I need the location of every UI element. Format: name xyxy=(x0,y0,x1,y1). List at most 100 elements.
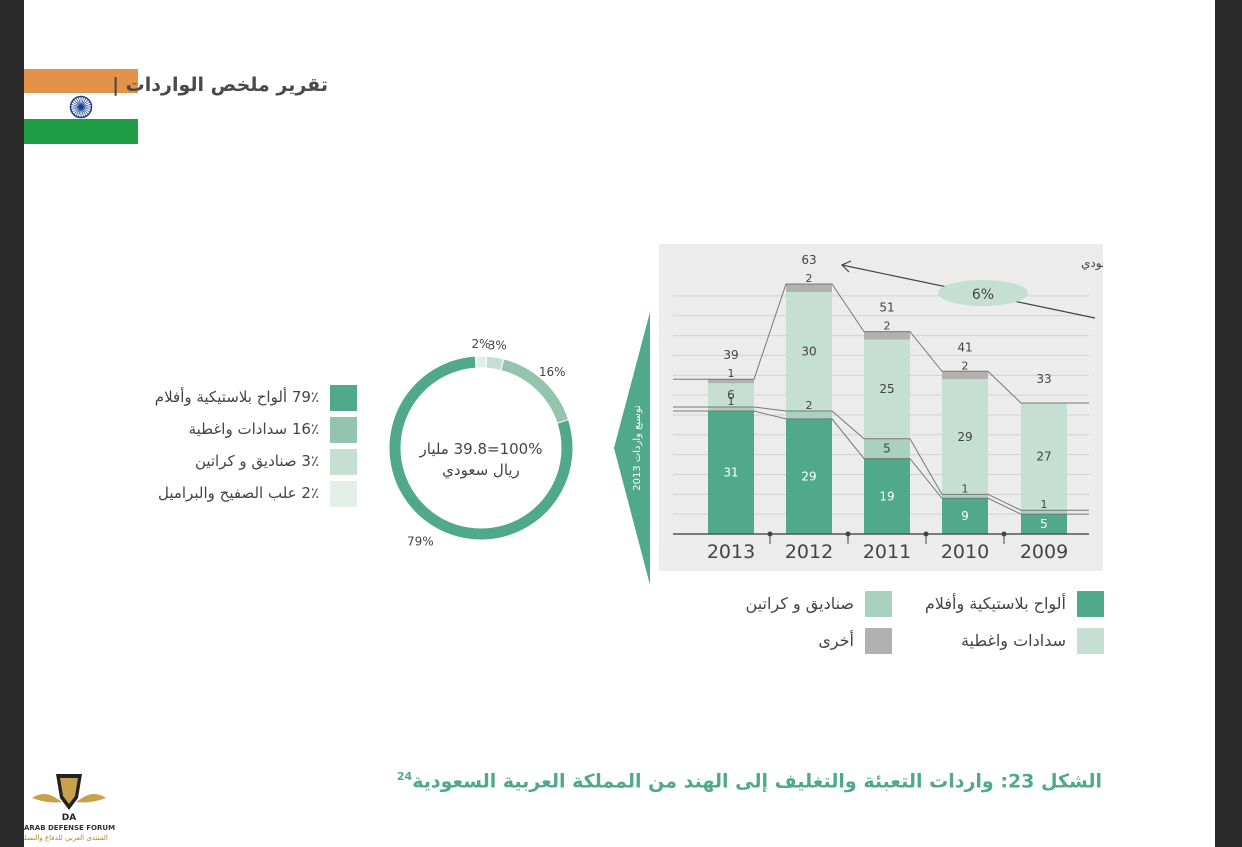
bar-segment xyxy=(708,383,754,408)
bar-segment-label: 19 xyxy=(879,489,894,503)
bar-segment-label: 1 xyxy=(962,482,969,495)
caption-footnote: 24 xyxy=(396,770,413,783)
bar-segment xyxy=(942,371,988,380)
bar-segment-label: 2 xyxy=(806,399,813,412)
donut-center-sublabel: ريال سعودي xyxy=(442,461,520,480)
donut-chart: 2%3% 16% 79% 100%=39.8 مليار ريال سعودي xyxy=(388,337,574,548)
bottom-legend-label: ألواح بلاستيكية وأفلام xyxy=(924,594,1066,613)
boxes-connector-line xyxy=(673,406,1089,511)
pie-legend-swatch xyxy=(330,385,357,411)
bar-segment xyxy=(864,331,910,340)
pie-legend-item: 79٪ ألواح بلاستيكية وأفلام xyxy=(141,385,357,411)
donut-slice-label: 79% xyxy=(407,534,434,548)
bar-segment xyxy=(942,494,988,499)
bottom-legend-label: سدادات واغطية xyxy=(960,631,1066,650)
bottom-legend-swatch xyxy=(865,591,892,617)
pie-legend-swatch xyxy=(330,449,357,475)
bar-total-label: 33 xyxy=(1036,372,1051,386)
bar-total-label: 51 xyxy=(879,301,894,315)
bar-segment xyxy=(864,438,910,459)
bar-total-label: 41 xyxy=(957,340,972,354)
bar-segment-label: 1 xyxy=(728,367,735,380)
pie-legend-swatch xyxy=(330,481,357,507)
svg-text:DA: DA xyxy=(62,813,76,823)
india-flag-green-band xyxy=(24,119,138,144)
donut-slice-label: 16% xyxy=(539,365,566,379)
forum-logo: DA ARAB DEFENSE FORUM المنتدى العربي للد… xyxy=(24,768,116,847)
bar-segment-label: 25 xyxy=(879,382,894,396)
bar-segment-label: 29 xyxy=(957,430,972,444)
pie-legend-item: 16٪ سدادات واغطية xyxy=(141,417,357,443)
logo-subtitle: المنتدى العربي للدفاع والتسليح xyxy=(24,834,108,842)
caption-text: الشكل 23: واردات التعبئة والتغليف إلى ال… xyxy=(412,770,1102,793)
pie-legend-item: 3٪ صناديق و كراتين xyxy=(141,449,357,475)
bar-segment-label: 9 xyxy=(961,509,969,523)
bottom-legend-swatch xyxy=(1077,591,1104,617)
donut-center-label: 100%=39.8 مليار xyxy=(419,440,543,458)
bottom-legend-label: أخرى xyxy=(818,631,854,650)
bottom-legend-swatch xyxy=(865,628,892,654)
x-tick-label: 2009 xyxy=(1020,541,1068,563)
bar-segment xyxy=(786,291,832,411)
bar-total-label: 39 xyxy=(723,348,738,362)
report-page: تقرير ملخص الواردات | 79٪ ألواح بلاستيكي… xyxy=(24,0,1215,847)
page-title: تقرير ملخص الواردات | xyxy=(112,74,328,96)
bar-segment-label: 2 xyxy=(962,359,969,372)
bar-segment-label: 31 xyxy=(723,465,738,479)
bar-segment-label: 29 xyxy=(801,469,816,483)
bar-segment xyxy=(708,407,754,411)
bar-segment-label: 30 xyxy=(801,344,816,358)
bar-segment-label: 2 xyxy=(884,320,891,333)
bar-segment-label: 6 xyxy=(727,388,735,402)
donut-slice xyxy=(388,355,574,541)
bar-segment-label: 5 xyxy=(883,442,891,456)
bar-segment xyxy=(942,379,988,495)
plastic-connector-line xyxy=(673,410,1089,515)
donut-slice-label: 3% xyxy=(488,338,507,352)
bar-total-label: 63 xyxy=(801,253,816,267)
ashoka-chakra-icon xyxy=(69,95,93,119)
donut-slice-label: 2% xyxy=(471,337,490,351)
bottom-legend-label: صناديق و كراتين xyxy=(745,594,854,613)
bar-segment xyxy=(942,498,988,534)
bottom-legend-item: صناديق و كراتين xyxy=(724,591,892,617)
bottom-legend-swatch xyxy=(1077,628,1104,654)
logo-name: ARAB DEFENSE FORUM xyxy=(24,824,116,832)
bottom-legend-item: سدادات واغطية xyxy=(914,628,1104,654)
bar-segment xyxy=(786,284,832,292)
x-tick-label: 2012 xyxy=(785,541,833,563)
bar-segment xyxy=(708,410,754,534)
pie-legend-label: 3٪ صناديق و كراتين xyxy=(194,452,319,470)
bar-segment-label: 2 xyxy=(806,272,813,285)
x-tick-label: 2011 xyxy=(863,541,911,563)
x-tick-label: 2010 xyxy=(941,541,989,563)
bar-segment-label: 5 xyxy=(1040,517,1048,531)
bar-segment xyxy=(1021,510,1067,515)
pie-legend-label: 79٪ ألواح بلاستيكية وأفلام xyxy=(154,388,319,406)
bar-segment-label: 1 xyxy=(1041,498,1048,511)
bar-segment xyxy=(864,458,910,534)
bar-segment xyxy=(1021,403,1067,511)
bar-segment xyxy=(786,410,832,419)
pie-legend-label: 16٪ سدادات واغطية xyxy=(188,420,319,438)
expansion-wedge: توسيع واردات 2013 xyxy=(614,312,650,585)
figure-caption: الشكل 23: واردات التعبئة والتغليف إلى ال… xyxy=(397,770,1102,792)
growth-annotation: 6% xyxy=(840,260,1096,319)
india-flag-orange-band xyxy=(24,69,138,93)
bar-segment xyxy=(1021,514,1067,534)
eagle-shield-icon: DA xyxy=(32,774,106,823)
bottom-legend-item: ألواح بلاستيكية وأفلام xyxy=(914,591,1104,617)
bar-segment-label: 27 xyxy=(1036,450,1051,464)
bar-segment-label: 1 xyxy=(728,395,735,408)
growth-ellipse xyxy=(938,280,1028,306)
bar-segment xyxy=(786,418,832,534)
bottom-legend-item: أخرى xyxy=(724,628,892,654)
growth-label: 6% xyxy=(972,287,994,303)
pie-legend-label: 2٪ علب الصفيح والبراميل xyxy=(158,484,319,502)
bar-segment xyxy=(708,379,754,384)
total-connector-line xyxy=(673,283,1089,404)
unit-label: مليون ريال سعودي xyxy=(1081,256,1103,271)
bar-segment xyxy=(864,339,910,439)
donut-slice xyxy=(474,355,488,369)
